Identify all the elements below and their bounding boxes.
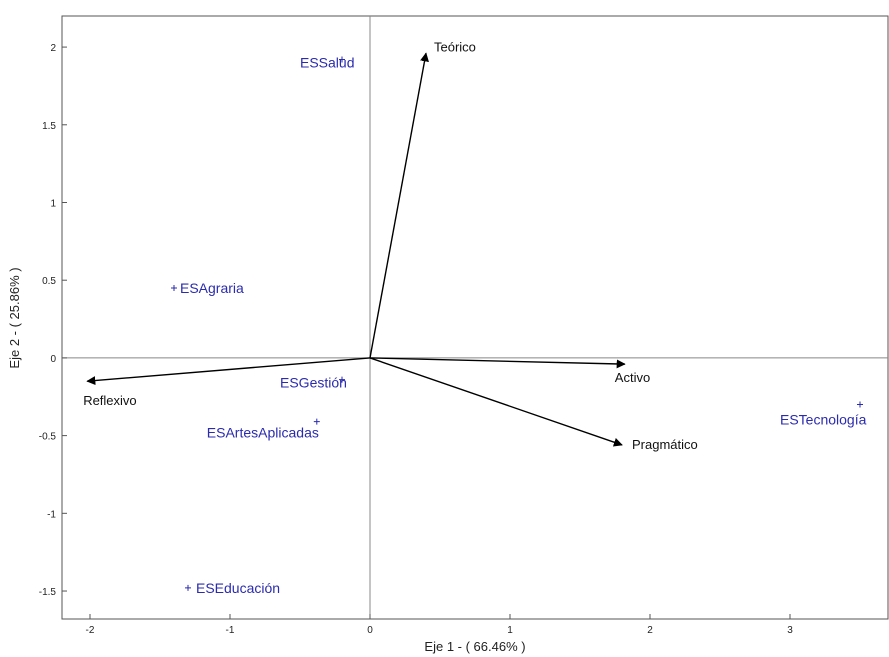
x-tick-label: 1 xyxy=(507,625,513,636)
x-tick-label: 0 xyxy=(367,625,373,636)
variable-vectors: Teórico Activo Pragmático Reflexivo xyxy=(83,39,698,452)
y-tick-label: -0.5 xyxy=(39,432,57,443)
x-axis-ticks: -2 -1 0 1 2 3 xyxy=(86,614,793,636)
observation-points: ESSalud ESAgraria ESGestión ESArtesAplicada… xyxy=(171,55,867,596)
observation-label: ESGestión xyxy=(280,375,347,391)
vector-arrow xyxy=(369,357,623,447)
y-axis-label: Eje 2 - ( 25.86% ) xyxy=(7,267,22,368)
vector-arrow xyxy=(369,52,429,359)
x-tick-label: 2 xyxy=(647,625,653,636)
y-tick-label: 0.5 xyxy=(42,276,56,287)
plot-frame xyxy=(61,15,889,620)
observation-label: ESEducación xyxy=(196,580,280,596)
observation-marker xyxy=(339,56,345,63)
observation-marker xyxy=(185,584,191,591)
vector-label: Reflexivo xyxy=(83,393,136,408)
vector-label: Pragmático xyxy=(632,437,698,452)
vector-arrow xyxy=(369,357,626,369)
x-tick-label: -2 xyxy=(86,625,95,636)
y-tick-label: 1 xyxy=(50,198,56,209)
observation-marker xyxy=(857,401,863,408)
x-tick-label: 3 xyxy=(787,625,793,636)
y-tick-label: 1.5 xyxy=(42,121,56,132)
observation-label: ESSalud xyxy=(300,55,354,71)
y-tick-label: 0 xyxy=(50,354,56,365)
y-tick-label: 2 xyxy=(50,43,56,54)
observation-label: ESArtesAplicadas xyxy=(207,425,319,441)
vector-label: Teórico xyxy=(434,39,476,54)
x-tick-label: -1 xyxy=(226,625,235,636)
y-axis-ticks: 2 1.5 1 0.5 0 -0.5 -1 -1.5 xyxy=(39,43,67,598)
x-axis-label: Eje 1 - ( 66.46% ) xyxy=(424,639,525,654)
observation-label: ESAgraria xyxy=(180,280,244,296)
vector-arrow xyxy=(86,357,371,386)
observation-marker xyxy=(339,376,345,383)
y-tick-label: -1 xyxy=(47,509,56,520)
vector-label: Activo xyxy=(615,370,650,385)
observation-label: ESTecnología xyxy=(780,412,867,428)
observation-marker xyxy=(171,284,177,291)
observation-marker xyxy=(313,418,320,425)
y-tick-label: -1.5 xyxy=(39,587,57,598)
